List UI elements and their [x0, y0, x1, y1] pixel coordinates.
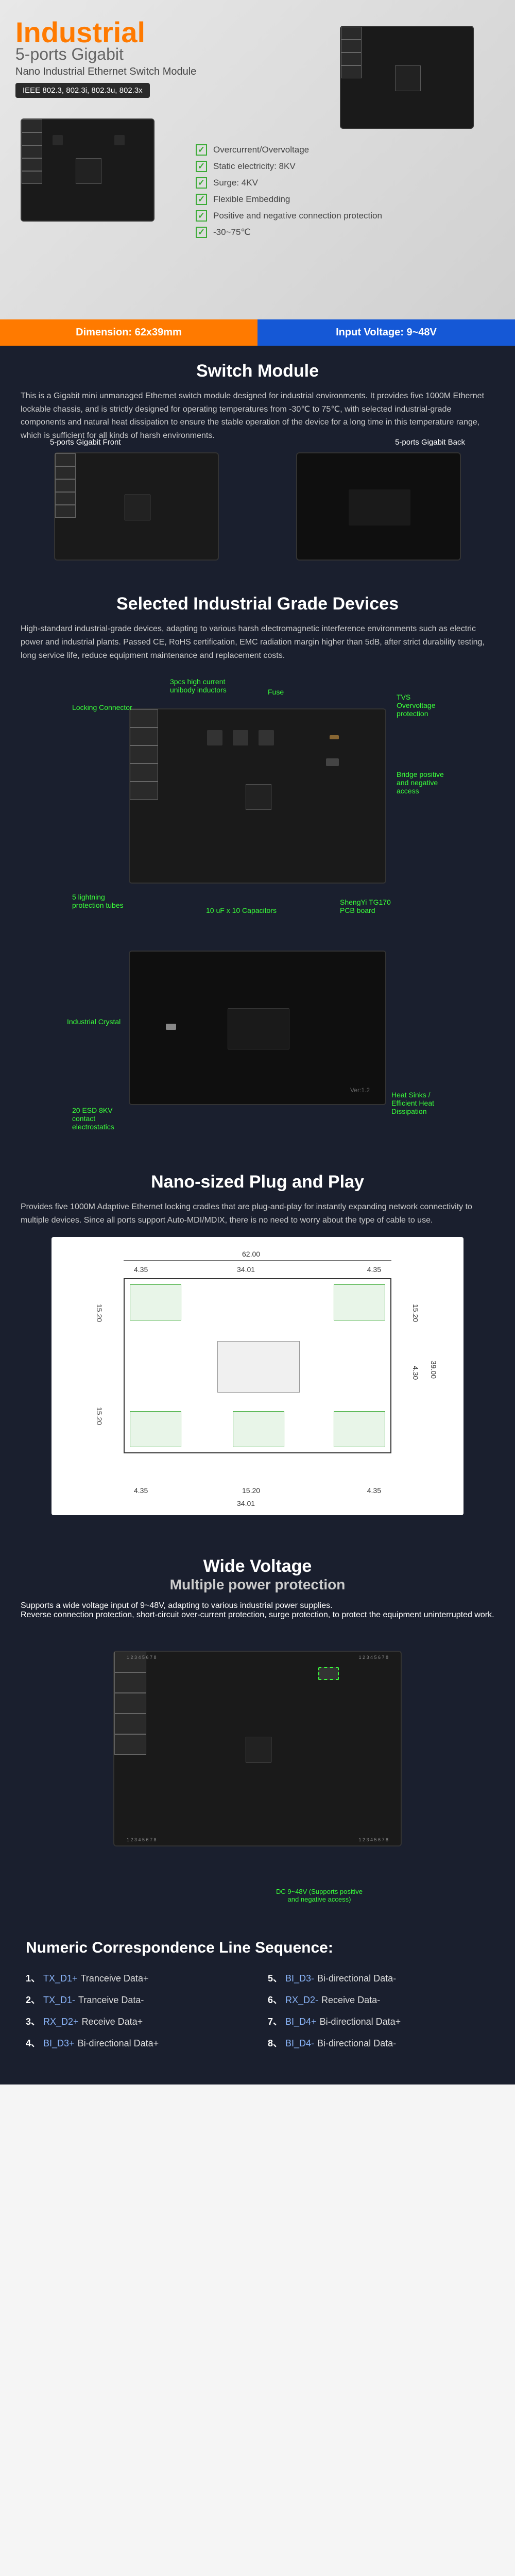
anno-esd: 20 ESD 8KV contact electrostatics — [72, 1106, 134, 1131]
section-intro: Provides five 1000M Adaptive Ethernet lo… — [21, 1200, 494, 1227]
spec-bar: Dimension: 62x39mm Input Voltage: 9~48V — [0, 319, 515, 346]
seq-item: 5、BI_D3-Bi-directional Data- — [268, 1967, 489, 1989]
anno-tvs: TVS Overvoltage protection — [397, 693, 448, 718]
section-title: Numeric Correspondence Line Sequence: — [26, 1939, 489, 1957]
anno-locking: Locking Connector — [72, 703, 132, 711]
pcb-hero-front — [21, 118, 154, 222]
section-title: Wide Voltage — [21, 1556, 494, 1577]
devices-section: Selected Industrial Grade Devices High-s… — [0, 579, 515, 1157]
wide-voltage-section: Wide Voltage Multiple power protection S… — [0, 1541, 515, 1924]
feature-item: ✓Flexible Embedding — [196, 194, 382, 205]
anno-caps: 10 uF x 10 Capacitors — [206, 906, 277, 914]
section-intro: Supports a wide voltage input of 9~48V, … — [21, 1601, 494, 1620]
anno-shengyi: ShengYi TG170 PCB board — [340, 898, 391, 914]
pcb-front-image: 5-ports Gigabit Front — [54, 452, 219, 561]
switch-module-section: Switch Module This is a Gigabit mini unm… — [0, 346, 515, 579]
check-icon: ✓ — [196, 161, 207, 172]
feature-item: ✓-30~75℃ — [196, 227, 382, 238]
seq-item: 2、TX_D1-Tranceive Data- — [26, 1989, 247, 2010]
spec-dimension: Dimension: 62x39mm — [0, 319, 258, 346]
annotated-board-2: Ver:1.2 Industrial Crystal 20 ESD 8KV co… — [77, 930, 438, 1126]
anno-dc: DC 9~48V (Supports positive and negative… — [273, 1888, 366, 1903]
sequence-list: 1、TX_D1+Tranceive Data+ 2、TX_D1-Tranceiv… — [26, 1967, 489, 2054]
seq-item: 6、RX_D2-Receive Data- — [268, 1989, 489, 2010]
check-icon: ✓ — [196, 177, 207, 189]
seq-item: 7、BI_D4+Bi-directional Data+ — [268, 2010, 489, 2032]
section-title: Nano-sized Plug and Play — [21, 1172, 494, 1192]
check-icon: ✓ — [196, 144, 207, 156]
pcb-back-item: 5-ports Gigabit Back — [296, 452, 461, 563]
check-icon: ✓ — [196, 210, 207, 222]
spec-voltage: Input Voltage: 9~48V — [258, 319, 515, 346]
pcb-front-item: 5-ports Gigabit Front — [54, 452, 219, 563]
check-icon: ✓ — [196, 227, 207, 238]
seq-item: 8、BI_D4-Bi-directional Data- — [268, 2032, 489, 2054]
feature-item: ✓Static electricity: 8KV — [196, 161, 382, 172]
section-intro: This is a Gigabit mini unmanaged Etherne… — [21, 389, 494, 442]
anno-heatsink: Heat Sinks / Efficient Heat Dissipation — [391, 1091, 453, 1115]
seq-item: 3、RX_D2+Receive Data+ — [26, 2010, 247, 2032]
pcb-hero-angled — [340, 26, 474, 129]
dimension-diagram: 62.00 4.35 34.01 4.35 39.00 15.20 4.30 1… — [52, 1237, 464, 1515]
pcb-back-image: 5-ports Gigabit Back — [296, 452, 461, 561]
anno-inductors: 3pcs high current unibody inductors — [170, 677, 232, 694]
seq-item: 1、TX_D1+Tranceive Data+ — [26, 1967, 247, 1989]
hero-ieee-badge: IEEE 802.3, 802.3i, 802.3u, 802.3x — [15, 83, 150, 98]
anno-lightning: 5 lightning protection tubes — [72, 893, 129, 909]
feature-list: ✓Overcurrent/Overvoltage ✓Static electri… — [196, 144, 382, 243]
hero-section: Industrial 5-ports Gigabit Nano Industri… — [0, 0, 515, 319]
feature-item: ✓Positive and negative connection protec… — [196, 210, 382, 222]
section-subtitle: Multiple power protection — [21, 1577, 494, 1593]
wide-voltage-board: 1 2 3 4 5 6 7 8 1 2 3 4 5 6 7 8 1 2 3 4 … — [77, 1635, 438, 1893]
feature-item: ✓Overcurrent/Overvoltage — [196, 144, 382, 156]
annotated-board-1: Locking Connector 3pcs high current unib… — [77, 677, 438, 914]
section-intro: High-standard industrial-grade devices, … — [21, 622, 494, 662]
section-title: Selected Industrial Grade Devices — [21, 594, 494, 614]
check-icon: ✓ — [196, 194, 207, 205]
feature-item: ✓Surge: 4KV — [196, 177, 382, 189]
nano-section: Nano-sized Plug and Play Provides five 1… — [0, 1157, 515, 1541]
section-title: Switch Module — [21, 361, 494, 381]
anno-bridge: Bridge positive and negative access — [397, 770, 453, 795]
anno-fuse: Fuse — [268, 688, 284, 696]
anno-crystal: Industrial Crystal — [67, 1018, 121, 1026]
seq-item: 4、BI_D3+Bi-directional Data+ — [26, 2032, 247, 2054]
sequence-section: Numeric Correspondence Line Sequence: 1、… — [0, 1924, 515, 2084]
